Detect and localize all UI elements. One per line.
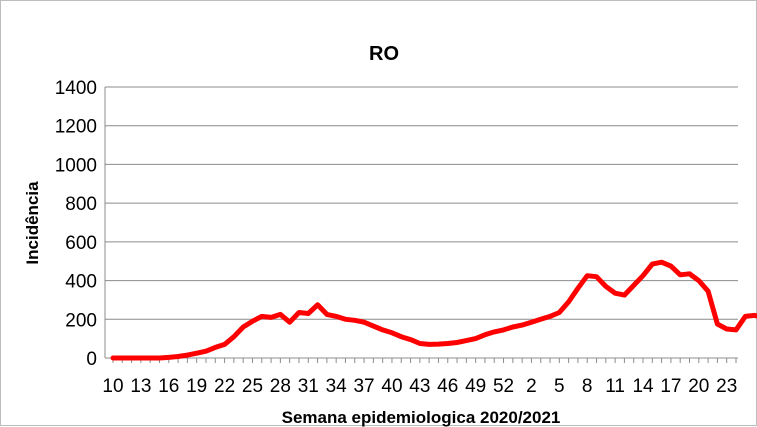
y-tick-label: 800 — [65, 194, 97, 215]
y-tick-label: 600 — [65, 233, 97, 254]
x-tick-label: 5 — [554, 376, 565, 397]
y-tick-label: 0 — [86, 349, 97, 370]
x-tick-label: 37 — [353, 376, 374, 397]
chart-title: RO — [369, 43, 399, 65]
x-tick-label: 13 — [130, 376, 151, 397]
x-tick-label: 40 — [381, 376, 402, 397]
x-tick-label: 49 — [465, 376, 486, 397]
y-tick-label: 200 — [65, 310, 97, 331]
gridlines — [105, 86, 738, 320]
x-tick-label: 46 — [437, 376, 458, 397]
x-tick-label: 8 — [582, 376, 593, 397]
y-tick-label: 1200 — [55, 117, 97, 138]
y-tick-labels: 0 200 400 600 800 1000 1200 1400 — [55, 78, 97, 370]
x-tick-label: 20 — [688, 376, 709, 397]
x-tick-label: 43 — [409, 376, 430, 397]
axes — [104, 87, 738, 363]
x-tick-label: 23 — [716, 376, 737, 397]
x-tick-label: 17 — [660, 376, 681, 397]
x-tick-label: 2 — [526, 376, 537, 397]
y-tick-label: 1400 — [55, 78, 97, 99]
x-tick-label: 22 — [214, 376, 235, 397]
x-tick-labels: 10 13 16 19 22 25 28 31 34 37 40 43 46 49 52 2 5 8 11 14 17 2… — [102, 376, 737, 397]
x-tick-label: 16 — [158, 376, 179, 397]
x-tick-label: 10 — [102, 376, 123, 397]
series-line — [110, 259, 757, 361]
x-tick-label: 31 — [298, 376, 319, 397]
x-tick-label: 11 — [605, 376, 625, 397]
x-axis-label: Semana epidemiologica 2020/2021 — [282, 408, 561, 427]
y-axis-label: Incidência — [23, 181, 42, 265]
series-layer — [110, 259, 757, 361]
x-tick-label: 34 — [326, 376, 348, 397]
x-tick-label: 28 — [270, 376, 291, 397]
y-tick-label: 1000 — [55, 155, 97, 176]
x-tick-label: 25 — [242, 376, 263, 397]
x-tick-label: 14 — [632, 376, 654, 397]
y-tick-label: 400 — [65, 272, 97, 293]
x-tick-label: 19 — [186, 376, 207, 397]
x-tick-label: 52 — [493, 376, 514, 397]
